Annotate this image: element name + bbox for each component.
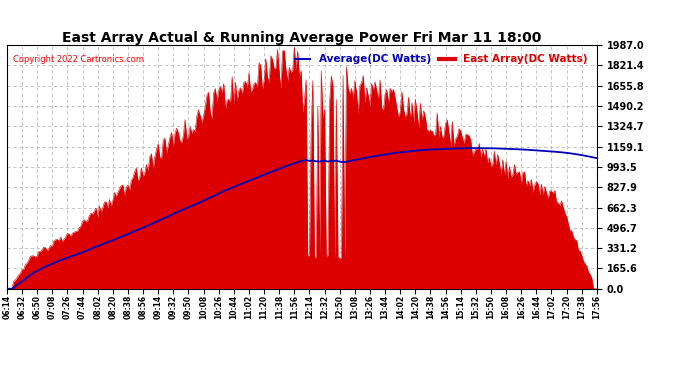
Title: East Array Actual & Running Average Power Fri Mar 11 18:00: East Array Actual & Running Average Powe… [62,31,542,45]
Text: Copyright 2022 Cartronics.com: Copyright 2022 Cartronics.com [13,55,144,64]
Legend: Average(DC Watts), East Array(DC Watts): Average(DC Watts), East Array(DC Watts) [290,50,591,69]
